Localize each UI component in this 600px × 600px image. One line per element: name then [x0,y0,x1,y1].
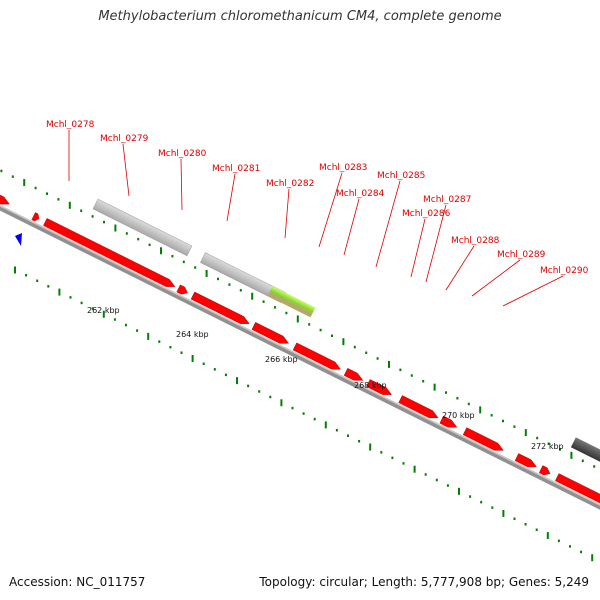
gene-arrow[interactable] [251,322,290,347]
genome-stats-text: Topology: circular; Length: 5,777,908 bp… [259,575,589,589]
gene-arrow[interactable] [555,473,600,517]
leader-line [425,204,447,283]
gene-label[interactable]: Mchl_0280 [158,149,207,159]
gene-arrow[interactable] [43,218,176,290]
feature-track [92,198,600,474]
gene-label[interactable]: Mchl_0287 [423,195,471,205]
leader-line [471,259,521,297]
gene-arrow[interactable] [439,415,459,431]
leader-line [343,198,360,256]
gene-label[interactable]: Mchl_0284 [336,189,385,199]
leader-line [284,188,290,239]
grey-feature-bar [92,198,193,257]
dark-feature-bar [570,437,600,474]
leader-line [375,180,401,268]
leader-line [226,173,236,222]
gene-label[interactable]: Mchl_0288 [451,236,500,246]
green-feature-bar [269,286,316,313]
gene-arrow[interactable] [31,212,41,223]
position-marker-icon [15,233,22,246]
gene-label[interactable]: Mchl_0286 [402,209,451,219]
gene-arrow[interactable] [398,395,440,422]
gene-label[interactable]: Mchl_0283 [319,163,367,173]
gene-arrow[interactable] [343,368,365,384]
gene-label[interactable]: Mchl_0278 [46,120,95,130]
gene-callouts: Mchl_0278 Mchl_0279 Mchl_0280 Mchl_0281 Mchl… [46,120,589,307]
kbp-label: 264 kbp [176,330,209,339]
kbp-label: 268 kbp [354,381,387,390]
gene-label[interactable]: Mchl_0289 [497,250,546,260]
gene-label[interactable]: Mchl_0285 [377,171,425,181]
gene-arrow[interactable] [190,291,251,327]
leader-line [410,218,426,278]
gene-arrow[interactable] [514,453,538,471]
gene-arrow[interactable] [538,465,552,478]
gene-track [0,178,600,517]
leader-line [122,143,130,197]
genome-backbone [0,196,600,522]
scale-tick-track [14,266,594,562]
kbp-label: 266 kbp [265,355,298,364]
accession-text: Accession: NC_011757 [9,575,146,589]
gene-arrow[interactable] [0,178,11,208]
leader-line [502,275,564,307]
kbp-labels: 262 kbp 264 kbp 266 kbp 268 kbp 270 kbp 272 k… [87,306,564,451]
kbp-label: 270 kbp [442,411,475,420]
outer-tick-track [0,169,596,468]
leader-line [180,158,183,211]
olive-feature-bar [267,291,313,318]
gene-label[interactable]: Mchl_0282 [266,179,314,189]
map-title: Methylobacterium chloromethanicum CM4, c… [98,9,502,24]
leader-line [445,245,475,291]
gene-arrow[interactable] [462,427,505,454]
kbp-label: 262 kbp [87,306,120,315]
gene-label[interactable]: Mchl_0290 [540,266,589,276]
gene-label[interactable]: Mchl_0281 [212,164,260,174]
kbp-label: 272 kbp [531,442,564,451]
gene-label[interactable]: Mchl_0279 [100,134,149,144]
leader-line [318,172,343,248]
gene-arrow[interactable] [292,342,342,373]
gene-arrow[interactable] [366,379,393,398]
gene-arrow[interactable] [176,284,190,297]
